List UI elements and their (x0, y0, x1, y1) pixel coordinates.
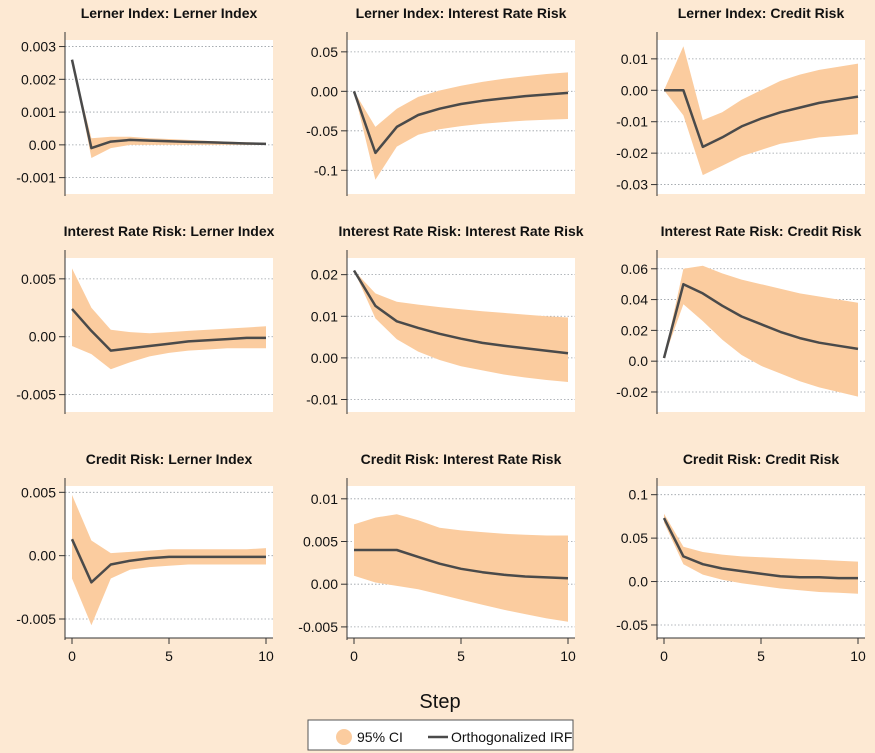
panel: Lerner Index: Lerner Index 0.003 0.002 0.00… (16, 5, 273, 196)
y-tick-label: -0.05 (616, 617, 648, 633)
y-tick-label: 0.04 (621, 292, 648, 308)
y-tick-label: -0.02 (616, 384, 648, 400)
panel: Credit Risk: Interest Rate Risk0.010.005… (298, 451, 576, 664)
y-tick-label: 0.00 (311, 83, 338, 99)
irf-line (352, 269, 569, 355)
irf-line (662, 517, 858, 580)
y-tick-label: -0.03 (616, 177, 648, 193)
legend-irf-label: Orthogonalized IRF (451, 729, 572, 745)
y-tick-label: -0.01 (616, 114, 648, 130)
irf-line (664, 89, 859, 149)
y-tick-label: 0.05 (621, 530, 648, 546)
ci-band (72, 268, 266, 370)
y-tick-label: 0.02 (311, 267, 338, 283)
panel: Interest Rate Risk: Interest Rate Risk 0.… (306, 223, 584, 414)
panel: Credit Risk: Lerner Index 0.005 0.00 -0.005… (16, 451, 274, 664)
y-tick-label: -0.001 (16, 170, 56, 186)
x-tick-label: 0 (350, 648, 358, 664)
panel-title: Lerner Index: Credit Risk (678, 5, 845, 21)
ci-band (354, 270, 568, 382)
y-tick-label: 0.001 (21, 104, 56, 120)
panel-title: Interest Rate Risk: Interest Rate Risk (338, 223, 583, 239)
y-tick-label: -0.1 (314, 162, 338, 178)
x-tick-label: 10 (850, 648, 866, 664)
panel: Lerner Index: Credit Risk 0.01 0.00 -0.01 -0… (616, 5, 865, 196)
irf-line (70, 538, 266, 584)
x-tick-label: 10 (258, 648, 274, 664)
irf-line (70, 59, 267, 150)
legend: 95% CI Orthogonalized IRF (307, 719, 574, 751)
irf-line (354, 548, 569, 580)
y-tick-label: 0.00 (29, 137, 56, 153)
panel: Interest Rate Risk: Credit Risk 0.06 0.04 0… (616, 223, 865, 414)
y-tick-label: 0.002 (21, 71, 56, 87)
y-tick-label: 0.003 (21, 39, 56, 55)
y-tick-label: 0.00 (621, 82, 648, 98)
panel-title: Credit Risk: Credit Risk (683, 451, 840, 467)
x-axis-label: Step (419, 691, 460, 713)
y-tick-label: 0.005 (303, 534, 338, 550)
y-tick-label: 0.00 (311, 350, 338, 366)
y-tick-label: 0.1 (629, 487, 649, 503)
legend-ci-label: 95% CI (357, 729, 403, 745)
panel-grid: Lerner Index: Lerner Index0.0030.0020.00… (16, 5, 866, 664)
irf-line (662, 282, 859, 359)
y-tick-label: 0.02 (621, 322, 648, 338)
x-tick-label: 5 (165, 648, 173, 664)
panel: Credit Risk: Credit Risk 0.1 0.05 0.0 -0.05 0… (616, 451, 866, 664)
y-tick-label: 0.06 (621, 261, 648, 277)
x-tick-label: 10 (560, 648, 576, 664)
panel-title: Credit Risk: Interest Rate Risk (361, 451, 562, 467)
legend-box (307, 719, 574, 751)
y-tick-label: 0.05 (311, 44, 338, 60)
y-tick-label: 0.01 (311, 308, 338, 324)
irf-line (352, 90, 569, 155)
legend-ci-swatch (336, 729, 352, 745)
y-tick-label: -0.005 (16, 387, 56, 403)
panel: Lerner Index: Interest Rate Risk 0.05 0.00… (306, 5, 575, 196)
y-tick-label: -0.01 (306, 392, 338, 408)
y-tick-label: 0.005 (21, 484, 56, 500)
x-tick-label: 0 (660, 648, 668, 664)
panel-title: Interest Rate Risk: Credit Risk (661, 223, 862, 239)
y-tick-label: 0.01 (621, 51, 648, 67)
x-tick-label: 5 (457, 648, 465, 664)
panel-title: Credit Risk: Lerner Index (86, 451, 253, 467)
panel: Interest Rate Risk: Lerner Index 0.005 0.0… (16, 223, 275, 414)
y-tick-label: 0.0 (629, 353, 649, 369)
x-tick-label: 5 (757, 648, 765, 664)
ci-band (72, 494, 266, 626)
panel-title: Interest Rate Risk: Lerner Index (64, 223, 275, 239)
y-tick-label: 0.00 (311, 576, 338, 592)
panel-title: Lerner Index: Lerner Index (81, 5, 258, 21)
y-tick-label: 0.00 (29, 329, 56, 345)
y-tick-label: 0.01 (311, 491, 338, 507)
irf-line (71, 308, 266, 352)
panel-title: Lerner Index: Interest Rate Risk (356, 5, 567, 21)
y-tick-label: -0.005 (16, 611, 56, 627)
y-tick-label: -0.02 (616, 145, 648, 161)
x-tick-label: 0 (68, 648, 76, 664)
y-tick-label: 0.0 (629, 574, 649, 590)
ci-band (664, 513, 858, 594)
plot-area (65, 40, 273, 194)
ci-band (354, 72, 568, 180)
y-tick-label: 0.005 (21, 271, 56, 287)
y-tick-label: 0.00 (29, 548, 56, 564)
y-tick-label: -0.005 (298, 619, 338, 635)
y-tick-label: -0.05 (306, 123, 338, 139)
